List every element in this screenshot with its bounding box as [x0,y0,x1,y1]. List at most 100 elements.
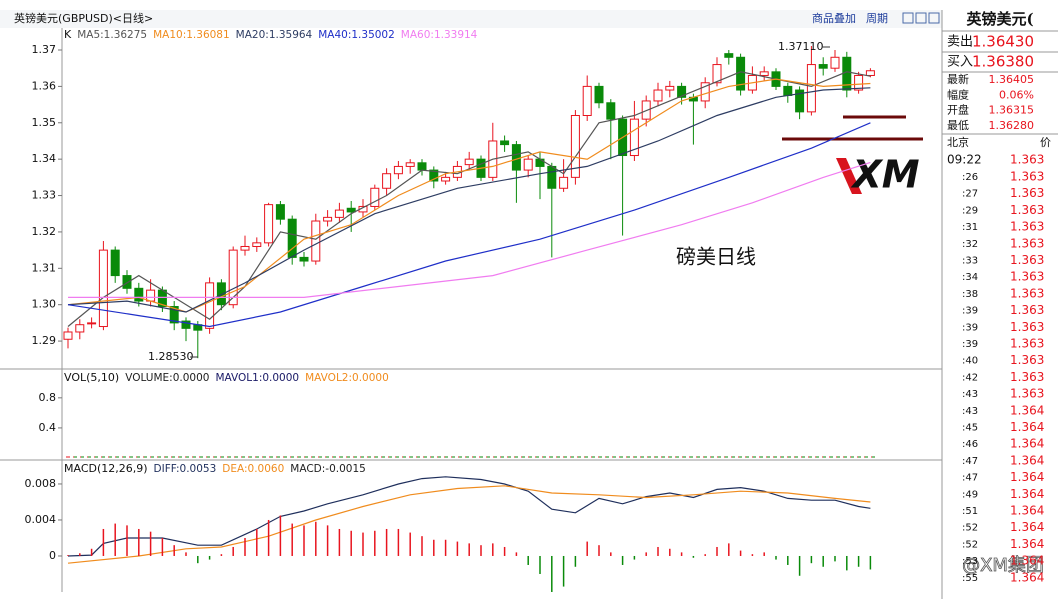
candle-body [275,204,285,220]
tick-header-price: 价 [1040,136,1051,149]
watermark: @XM集团 [962,555,1044,576]
xm-logo: XM [828,150,932,200]
candle-body [405,162,415,167]
legend-label: MACD(12,26,9) [64,462,148,475]
candle-body [547,165,557,189]
tick-price: 1.363 [1010,286,1044,300]
candle-body [818,64,828,69]
tick-price: 1.364 [1010,504,1044,518]
toolbar-icon[interactable] [902,12,914,24]
chart-note: 磅美日线 [676,245,756,269]
y-tick-label: 0.004 [25,513,57,526]
candle-body [323,216,333,222]
tick-price: 1.363 [1010,220,1044,234]
y-tick-label: 1.35 [32,116,57,129]
tick-price: 1.363 [1010,353,1044,367]
candle-body [523,158,533,171]
candle-body [382,173,392,189]
legend-entry: MA10:1.36081 [153,29,230,41]
candle-body [724,53,734,58]
candle-body [759,71,769,76]
tick-price: 1.363 [1010,236,1044,250]
quote-label: 幅度 [947,87,969,101]
candle-body [393,165,403,175]
y-tick-label: 1.34 [32,152,57,165]
tick-time: :43 [962,389,978,400]
candle-body [712,64,722,84]
tick-time: :52 [962,539,978,550]
tick-price: 1.363 [1010,370,1044,384]
y-tick-label: 1.36 [32,79,57,92]
toolbar-icon[interactable] [928,12,940,24]
candle-body [559,176,569,189]
candle-body [653,89,663,102]
tick-price: 1.363 [1010,153,1044,167]
tick-time: :39 [962,322,978,333]
tick-price: 1.364 [1010,570,1044,584]
tick-time: :34 [962,272,978,283]
tick-price: 1.364 [1010,470,1044,484]
legend-entry: VOLUME:0.0000 [125,372,209,384]
candle-body [122,275,132,289]
tick-price: 1.364 [1010,537,1044,551]
candle-body [252,242,262,247]
sidebar-title: 英镑美元( [966,10,1033,28]
candle-body [311,220,321,262]
y-tick-label: 0.8 [39,391,57,404]
annotation: 1.37110 [778,40,824,53]
indicator-line [67,71,871,327]
candle-body [205,282,215,329]
overlay-link[interactable]: 商品叠加 [812,11,856,25]
candle-body [287,218,297,258]
legend-entry: DIFF:0.0053 [154,463,217,475]
tick-price: 1.364 [1010,420,1044,434]
tick-price: 1.364 [1010,437,1044,451]
tick-time: :33 [962,256,978,267]
legend-entry: MA20:1.35964 [236,29,313,41]
header-bar [0,10,942,28]
tick-time: :39 [962,339,978,350]
toolbar-icon[interactable] [915,12,927,24]
tick-price: 1.363 [1010,387,1044,401]
legend-entry: MA5:1.36275 [77,29,147,41]
tick-price: 1.363 [1010,303,1044,317]
tick-time: :52 [962,523,978,534]
quote-label: 卖出 [947,35,973,50]
candle-body [334,209,344,218]
candle-body [98,249,108,328]
tick-time: :29 [962,205,978,216]
candle-body [629,118,639,157]
period-link[interactable]: 周期 [866,12,888,25]
candle-body [75,324,85,333]
tick-price: 1.364 [1010,554,1044,568]
candle-body [181,320,191,329]
tick-price: 1.364 [1010,403,1044,417]
tick-time: :42 [962,372,978,383]
indicator-line [67,87,871,313]
candle-body [865,70,875,76]
candle-body [264,204,274,244]
candle-body [606,102,616,120]
candle-body [570,115,580,178]
candle-body [417,162,427,171]
legend-label: K [64,28,72,41]
tick-price: 1.364 [1010,520,1044,534]
legend-entry: MACD:-0.0015 [290,463,366,475]
candle-body [830,56,840,69]
tick-time: :38 [962,289,978,300]
tick-time: :46 [962,439,978,450]
legend-entry: MA40:1.35002 [318,29,395,41]
y-tick-label: 0.4 [39,421,57,434]
tick-time: :47 [962,473,978,484]
candle-body [677,85,687,98]
tick-time: :49 [962,489,978,500]
candle-body [87,322,97,325]
tick-time: :39 [962,306,978,317]
candle-body [429,169,439,182]
tick-price: 1.364 [1010,453,1044,467]
tick-price: 1.363 [1010,253,1044,267]
y-tick-label: 1.29 [32,334,57,347]
indicator-line [67,122,871,328]
